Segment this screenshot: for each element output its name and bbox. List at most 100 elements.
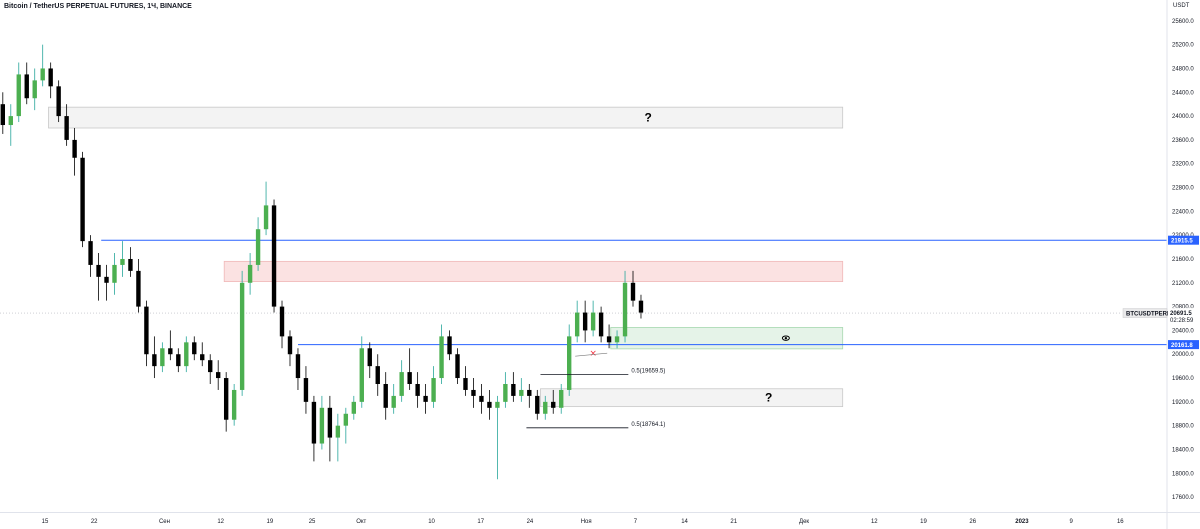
x-tick-label: 12	[217, 519, 224, 525]
green-support-zone	[610, 327, 844, 350]
x-tick-label: 26	[969, 519, 976, 525]
candle-body	[279, 306, 285, 337]
candle	[200, 342, 205, 367]
candle	[495, 395, 500, 480]
price-axis-currency: USDT	[1173, 3, 1190, 9]
candle-body	[0, 104, 6, 126]
candle-body	[295, 354, 301, 379]
candle	[367, 342, 372, 379]
candle	[359, 336, 364, 408]
candle	[48, 62, 53, 99]
candle-body	[535, 395, 540, 414]
candle	[80, 151, 85, 248]
x-tick-label: 24	[527, 519, 534, 525]
candle-body	[519, 389, 524, 396]
candle-body	[231, 389, 237, 420]
y-tick-label: 24800.0	[1172, 66, 1194, 72]
candle-body	[463, 378, 468, 390]
candle-body	[8, 116, 13, 126]
x-tick-label: 21	[730, 519, 737, 525]
x-tick-label: 25	[309, 519, 316, 525]
candle	[152, 336, 157, 379]
x-tick-label: 16	[1117, 519, 1124, 525]
last-price-bg	[1168, 308, 1199, 318]
candle	[128, 247, 133, 277]
candle-body	[255, 229, 261, 265]
time-axis[interactable]: 15 22 Сен 12 19 25 Окт 10 17 24 Ноя 7 14 21 Дек 12 19 26 2…	[0, 512, 1200, 526]
candle-body	[622, 282, 628, 337]
candle-body	[375, 366, 380, 384]
candle	[351, 395, 356, 420]
candle-body	[319, 407, 325, 444]
candle-body	[303, 378, 309, 402]
candle	[56, 80, 61, 123]
candle	[287, 330, 293, 367]
candle-body	[471, 389, 476, 396]
candle-body	[311, 401, 317, 444]
candle	[415, 372, 420, 408]
candle	[463, 366, 468, 396]
candle-body	[128, 258, 133, 271]
candle-body	[64, 116, 69, 140]
chart-title: Bitcoin / TetherUS PERPETUAL FUTURES, 1Ч…	[4, 3, 192, 10]
candle	[223, 372, 229, 432]
candle-body	[559, 389, 564, 408]
candle	[423, 384, 428, 414]
x-tick-label: 9	[1069, 519, 1073, 525]
price-level-tag-text: 20161.8	[1171, 343, 1193, 349]
annotations-layer: 0.5(19659.5) 0.5(18764.1) ×	[526, 349, 665, 429]
candle-body	[551, 401, 556, 408]
candle-body	[192, 342, 197, 355]
candle-body	[56, 86, 61, 117]
price-axis[interactable]: 25600.0 25200.0 24800.0 24400.0 24000.0 23600…	[1166, 0, 1194, 529]
x-tick-label: 2023	[1015, 519, 1029, 525]
candle	[64, 104, 69, 146]
candle-body	[200, 354, 205, 361]
candle	[566, 324, 572, 396]
symbol-tag-bg	[1122, 308, 1168, 318]
candle	[104, 264, 109, 301]
candle-body	[48, 68, 53, 87]
candle-body	[582, 312, 588, 331]
candle	[487, 389, 492, 420]
question-mark-label: ?	[644, 111, 651, 125]
candle	[88, 235, 93, 277]
candle	[40, 44, 45, 87]
candle-body	[247, 264, 253, 283]
candle-body	[431, 378, 436, 402]
candle-body	[72, 139, 77, 158]
candle	[32, 68, 37, 111]
lower-question-zone	[540, 388, 844, 408]
candle	[543, 395, 548, 420]
y-tick-label: 24000.0	[1172, 114, 1194, 120]
candle-body	[351, 401, 356, 414]
candle	[184, 336, 189, 373]
candle-body	[455, 354, 460, 379]
symbol-tag-text: BTCUSDTPERP	[1126, 311, 1171, 317]
candle-body	[168, 348, 173, 355]
candle-body	[327, 407, 333, 438]
candle	[176, 348, 181, 373]
x-tick-label: 22	[91, 519, 98, 525]
candle	[375, 354, 380, 396]
candle	[391, 384, 396, 414]
x-tick-label: 14	[681, 519, 688, 525]
candle-body	[32, 80, 37, 99]
x-tick-label: 7	[634, 519, 638, 525]
candle-body	[415, 384, 420, 396]
candle-body	[216, 372, 221, 379]
y-tick-label: 21200.0	[1172, 281, 1194, 287]
candle	[535, 389, 540, 420]
candle-body	[503, 384, 508, 402]
candle-body	[543, 401, 548, 414]
candle	[319, 395, 325, 450]
candle-body	[487, 401, 492, 408]
last-price-text: 20691.5	[1170, 311, 1192, 317]
candle	[630, 270, 636, 307]
y-tick-label: 20800.0	[1172, 305, 1194, 311]
candle-body	[24, 74, 29, 99]
price-level-tag: 21915.5	[1168, 235, 1199, 245]
